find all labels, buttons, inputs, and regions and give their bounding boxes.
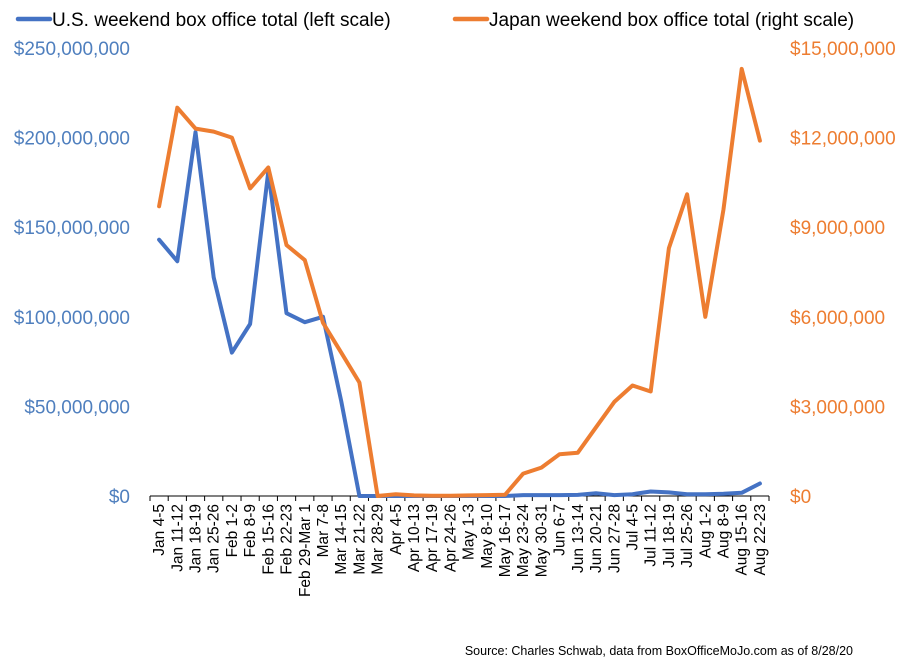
x-tick-label: Jun 27-28: [606, 504, 623, 573]
legend-label-right: Japan weekend box office total (right sc…: [489, 10, 854, 31]
x-tick-label: May 16-17: [497, 504, 514, 577]
x-tick-label: Aug 8-9: [715, 504, 732, 558]
right-tick-label: $0: [790, 487, 811, 508]
right-tick-label: $9,000,000: [790, 218, 885, 239]
legend-label-left: U.S. weekend box office total (left scal…: [52, 10, 391, 31]
x-tick-label: Mar 28-29: [370, 504, 387, 575]
series-line-right: [157, 66, 762, 498]
x-tick-label: May 8-10: [479, 504, 496, 569]
x-tick-label: Mar 7-8: [315, 504, 332, 557]
series-lines: [157, 66, 762, 498]
x-tick-label: Feb 8-9: [242, 504, 259, 557]
x-tick-label: Jul 4-5: [624, 504, 641, 551]
x-tick-label: May 1-3: [461, 504, 478, 560]
right-tick-label: $3,000,000: [790, 397, 885, 418]
x-tick-label: Mar 14-15: [333, 504, 350, 575]
x-tick-label: Jan 18-19: [188, 504, 205, 573]
x-tick-label: Aug 1-2: [697, 504, 714, 558]
x-tick-label: Apr 4-5: [388, 504, 405, 555]
x-tick-label: Aug 22-23: [752, 504, 769, 576]
right-tick-label: $6,000,000: [790, 308, 885, 329]
x-tick-label: Feb 1-2: [224, 504, 241, 557]
left-tick-label: $0: [109, 487, 130, 508]
x-tick-label: Jul 25-26: [679, 504, 696, 568]
x-tick-label: Apr 10-13: [406, 504, 423, 572]
x-axis: Jan 4-5 Jan 11-12 Jan 18-19 Jan 25-26 Feb 1-…: [149, 495, 770, 597]
x-tick-label: Aug 15-16: [734, 504, 751, 576]
left-tick-label: $200,000,000: [14, 129, 130, 150]
x-tick-label: Jun 20-21: [588, 504, 605, 573]
x-tick-label: Apr 17-19: [424, 504, 441, 572]
x-tick-label: May 23-24: [515, 504, 532, 578]
legend: U.S. weekend box office total (left scal…: [15, 10, 854, 31]
x-tick-label: Jul 18-19: [661, 504, 678, 568]
x-tick-label: Jun 13-14: [570, 504, 587, 573]
x-tick-label: Feb 22-23: [279, 504, 296, 575]
left-tick-label: $100,000,000: [14, 308, 130, 329]
x-tick-label: Jul 11-12: [643, 504, 660, 567]
left-tick-label: $50,000,000: [24, 397, 130, 418]
x-tick-label: Jan 25-26: [206, 504, 223, 573]
right-axis: $0 $3,000,000 $6,000,000 $9,000,000 $12,000,…: [790, 39, 896, 508]
x-tick-label: Apr 24-26: [442, 504, 459, 572]
left-axis: $0 $50,000,000 $100,000,000 $150,000,000 $20…: [14, 39, 130, 508]
x-tick-label: Jun 6-7: [552, 504, 569, 556]
right-tick-label: $12,000,000: [790, 129, 896, 150]
x-tick-label: Jan 4-5: [151, 504, 168, 556]
left-tick-label: $150,000,000: [14, 218, 130, 239]
right-tick-label: $15,000,000: [790, 39, 896, 60]
left-tick-label: $250,000,000: [14, 39, 130, 60]
x-tick-label: Jan 11-12: [169, 504, 186, 572]
x-tick-label: May 30-31: [533, 504, 550, 577]
source-note: Source: Charles Schwab, data from BoxOff…: [465, 644, 853, 658]
x-tick-label: Mar 21-22: [351, 504, 368, 575]
x-tick-label: Feb 29-Mar 1: [297, 504, 314, 597]
x-tick-label: Feb 15-16: [260, 504, 277, 575]
